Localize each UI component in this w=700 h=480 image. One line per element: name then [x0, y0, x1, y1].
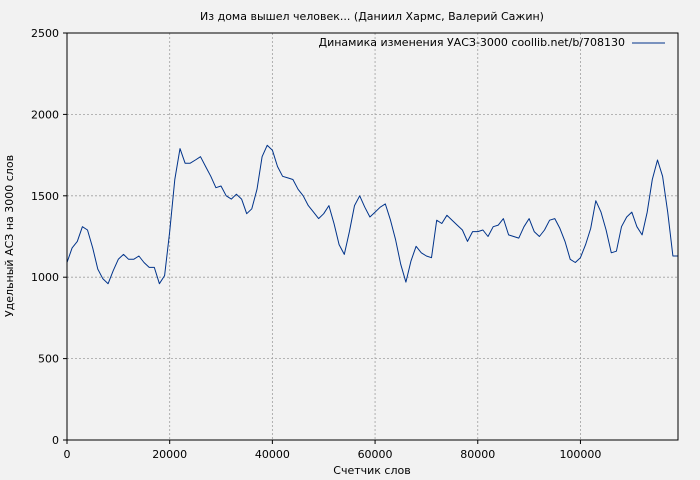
legend: Динамика изменения УАСЗ-3000 coollib.net…	[319, 36, 665, 49]
y-axis-label: Удельный АСЗ на 3000 слов	[3, 155, 16, 317]
y-tick-label: 2500	[31, 27, 59, 40]
series-line	[66, 144, 678, 285]
y-tick-label: 0	[52, 434, 59, 447]
x-tick-label: 100000	[559, 448, 601, 461]
x-tick-label: 40000	[255, 448, 290, 461]
y-tick-label: 500	[38, 353, 59, 366]
chart-title: Из дома вышел человек... (Даниил Хармс, …	[200, 10, 544, 23]
x-tick-label: 20000	[152, 448, 187, 461]
x-tick-label: 80000	[460, 448, 495, 461]
series-layer	[66, 144, 678, 285]
x-axis: 0 20000 40000 60000 80000 100000	[64, 440, 601, 461]
plot-frame	[66, 32, 679, 441]
y-tick-label: 2000	[31, 108, 59, 121]
y-tick-label: 1500	[31, 190, 59, 203]
legend-label: Динамика изменения УАСЗ-3000 coollib.net…	[319, 36, 626, 49]
grid	[67, 33, 678, 440]
plot-area	[67, 33, 678, 440]
y-tick-label: 1000	[31, 271, 59, 284]
x-axis-label: Счетчик слов	[333, 464, 410, 477]
x-tick-label: 60000	[358, 448, 393, 461]
y-axis: 0 500 1000 1500 2000 2500	[31, 27, 67, 447]
x-tick-label: 0	[64, 448, 71, 461]
